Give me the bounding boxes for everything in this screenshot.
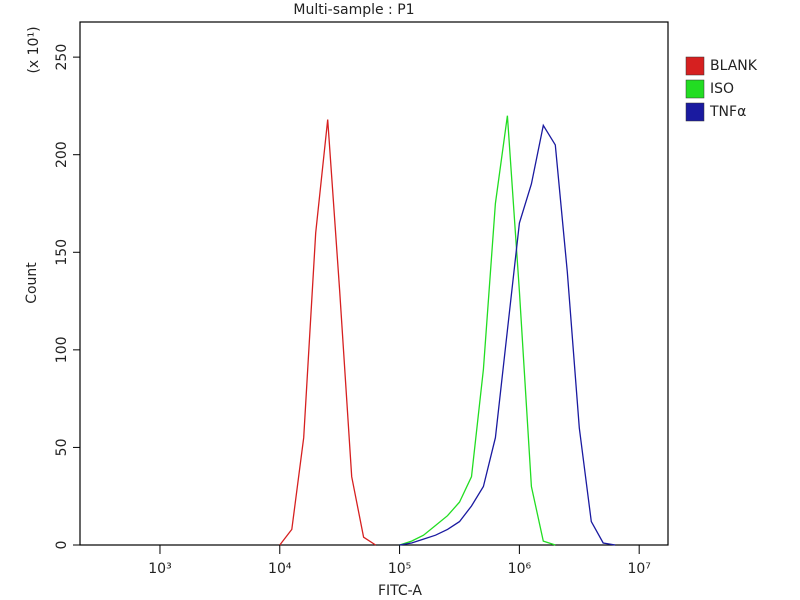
legend-label: ISO [710,81,734,97]
y-tick-label: 0 [54,541,70,550]
y-tick-label: 200 [54,141,70,168]
y-multiplier: (x 10¹) [26,26,42,73]
legend-label: TNFα [709,104,746,120]
x-axis-label: FITC-A [378,583,422,599]
x-tick-label: 10³ [148,561,171,577]
y-axis-label: Count [24,262,40,304]
chart-title: Multi-sample : P1 [293,2,414,18]
legend-swatch [685,56,705,76]
series-line [399,115,556,546]
series-line [279,119,376,546]
legend-label: BLANK [710,58,758,74]
y-tick-label: 100 [54,336,70,363]
x-tick-label: 10⁴ [268,561,292,577]
series-line [399,123,616,546]
legend-swatch [685,102,705,122]
y-tick-label: 150 [54,239,70,266]
x-tick-label: 10⁵ [388,561,411,577]
legend-swatch [685,79,705,99]
plot-frame [79,21,669,546]
x-tick-label: 10⁶ [508,561,532,577]
y-tick-label: 250 [54,44,70,71]
y-tick-label: 50 [54,439,70,457]
x-tick-label: 10⁷ [627,561,650,577]
